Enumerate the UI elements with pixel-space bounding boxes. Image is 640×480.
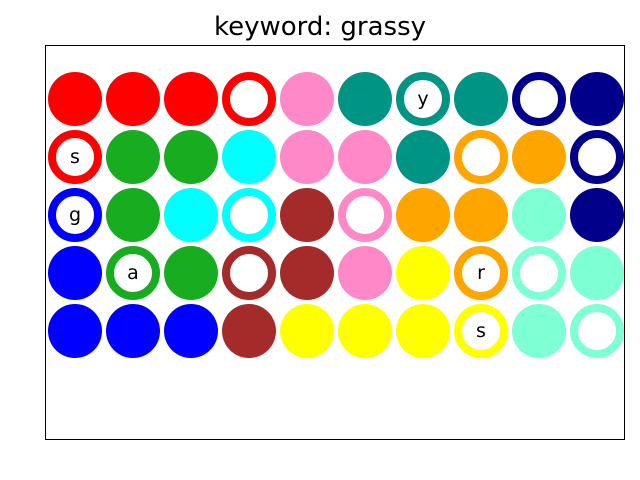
- circle-letter: s: [476, 319, 486, 342]
- filled-circle[interactable]: [396, 246, 450, 300]
- ring-circle[interactable]: [222, 188, 276, 242]
- ring-circle[interactable]: s: [454, 304, 508, 358]
- filled-circle[interactable]: [396, 304, 450, 358]
- filled-circle[interactable]: [512, 304, 566, 358]
- circle-letter: s: [70, 145, 80, 168]
- filled-circle[interactable]: [570, 72, 624, 126]
- filled-circle[interactable]: [396, 130, 450, 184]
- filled-circle[interactable]: [164, 130, 218, 184]
- filled-circle[interactable]: [454, 188, 508, 242]
- filled-circle[interactable]: [222, 130, 276, 184]
- filled-circle[interactable]: [338, 304, 392, 358]
- filled-circle[interactable]: [164, 72, 218, 126]
- ring-circle[interactable]: [512, 246, 566, 300]
- filled-circle[interactable]: [106, 304, 160, 358]
- circle-letter: g: [68, 203, 82, 226]
- filled-circle[interactable]: [454, 72, 508, 126]
- ring-circle[interactable]: [570, 130, 624, 184]
- ring-circle[interactable]: [512, 72, 566, 126]
- filled-circle[interactable]: [338, 130, 392, 184]
- game-board: y s g a r s: [45, 45, 625, 440]
- filled-circle[interactable]: [570, 246, 624, 300]
- filled-circle[interactable]: [222, 304, 276, 358]
- filled-circle[interactable]: [570, 188, 624, 242]
- ring-circle[interactable]: r: [454, 246, 508, 300]
- ring-circle[interactable]: [222, 246, 276, 300]
- filled-circle[interactable]: [338, 246, 392, 300]
- filled-circle[interactable]: [280, 188, 334, 242]
- filled-circle[interactable]: [48, 304, 102, 358]
- filled-circle[interactable]: [106, 130, 160, 184]
- filled-circle[interactable]: [512, 130, 566, 184]
- ring-circle[interactable]: [222, 72, 276, 126]
- filled-circle[interactable]: [48, 246, 102, 300]
- filled-circle[interactable]: [164, 188, 218, 242]
- ring-circle[interactable]: s: [48, 130, 102, 184]
- ring-circle[interactable]: y: [396, 72, 450, 126]
- ring-circle[interactable]: [570, 304, 624, 358]
- filled-circle[interactable]: [48, 72, 102, 126]
- filled-circle[interactable]: [280, 304, 334, 358]
- filled-circle[interactable]: [106, 188, 160, 242]
- filled-circle[interactable]: [280, 72, 334, 126]
- ring-circle[interactable]: g: [48, 188, 102, 242]
- puzzle-title: keyword: grassy: [213, 12, 427, 42]
- ring-circle[interactable]: [454, 130, 508, 184]
- ring-circle[interactable]: [338, 188, 392, 242]
- filled-circle[interactable]: [396, 188, 450, 242]
- filled-circle[interactable]: [338, 72, 392, 126]
- filled-circle[interactable]: [106, 72, 160, 126]
- filled-circle[interactable]: [280, 246, 334, 300]
- filled-circle[interactable]: [280, 130, 334, 184]
- filled-circle[interactable]: [164, 304, 218, 358]
- ring-circle[interactable]: a: [106, 246, 160, 300]
- filled-circle[interactable]: [164, 246, 218, 300]
- circle-letter: r: [477, 261, 485, 284]
- filled-circle[interactable]: [512, 188, 566, 242]
- circle-letter: a: [127, 261, 139, 284]
- circle-letter: y: [417, 87, 429, 110]
